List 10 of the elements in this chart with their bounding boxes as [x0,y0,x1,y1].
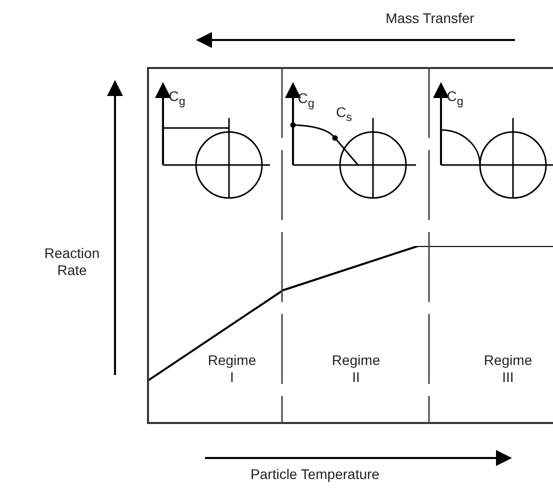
y-axis-title: Reaction Rate [43,245,101,279]
x-axis-title: Particle Temperature [250,466,380,483]
text: C$_{g}$ [296,90,316,112]
annotation: Regime I [206,352,258,386]
annotation: Regime II [330,352,382,386]
text: C$_{s}$ [335,104,353,126]
annotation: Regime III [482,352,534,386]
text: C$_{g}$ [446,88,464,110]
text: Mass Transfer [384,10,476,27]
text: C$_{g}$ [168,88,186,110]
